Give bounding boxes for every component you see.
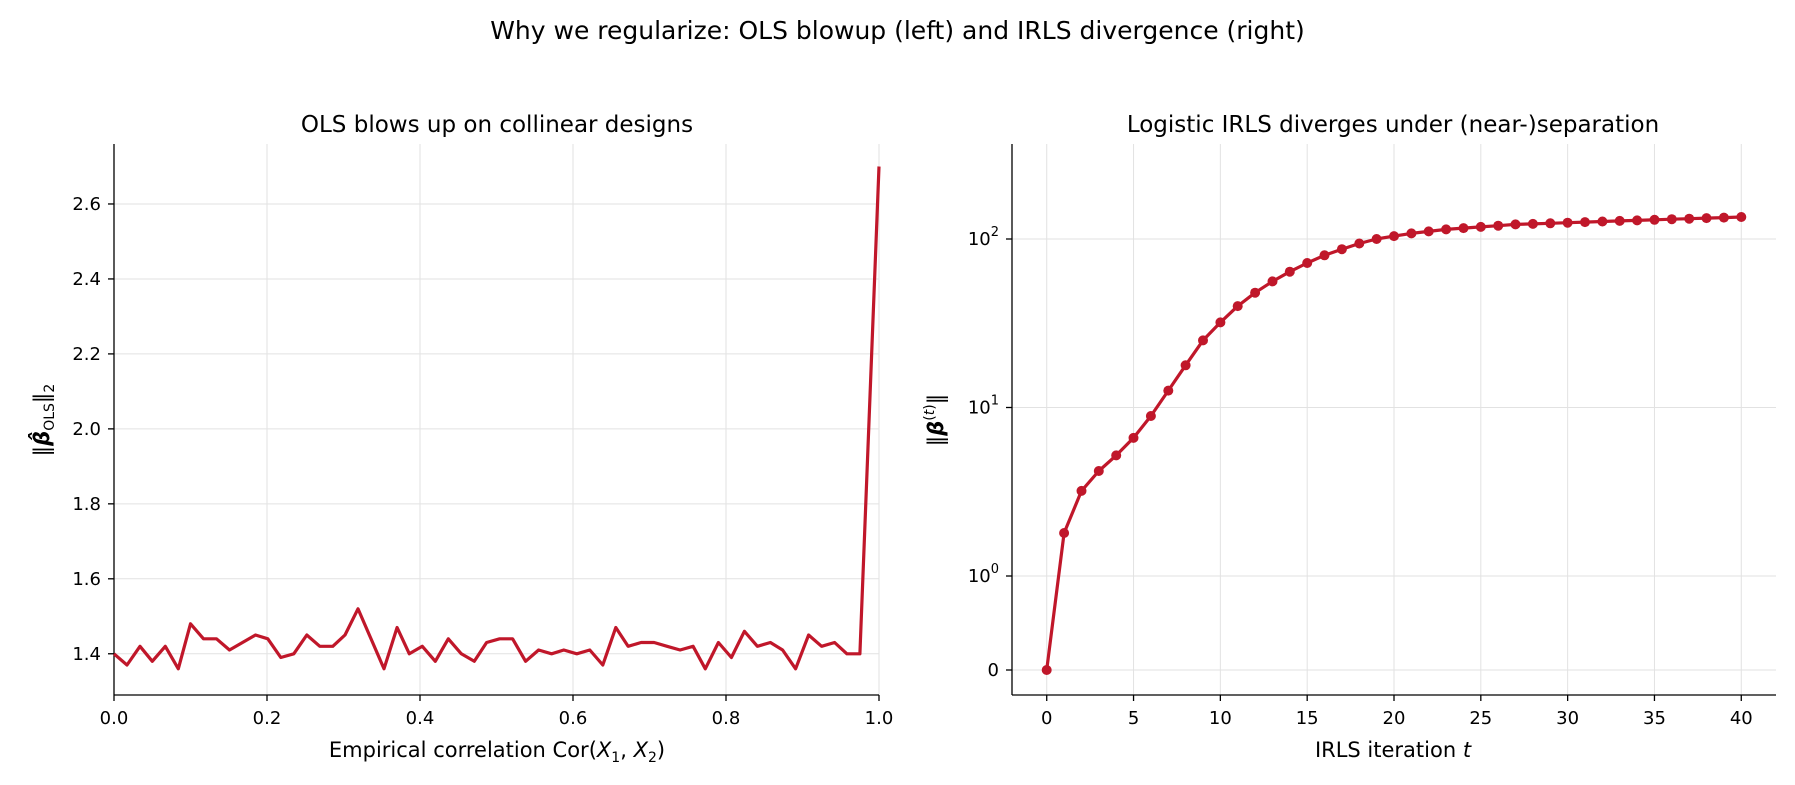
irls-y-tick-label: 100 <box>968 562 999 587</box>
irls-norm-point <box>1614 215 1625 226</box>
irls-norm-markers <box>1041 212 1747 675</box>
irls-gridlines <box>1012 144 1776 695</box>
irls-x-tick-label: 35 <box>1643 708 1666 729</box>
ols-y-tick-label: 2.2 <box>72 344 101 365</box>
irls-norm-point <box>1666 214 1677 225</box>
irls-norm-point <box>1284 266 1295 277</box>
ols-y-axis-label: ‖β̂OLS‖2 <box>28 384 58 457</box>
irls-norm-point <box>1232 301 1243 312</box>
irls-norm-point <box>1597 216 1608 227</box>
irls-x-axis-label: IRLS iteration t <box>1315 738 1472 762</box>
irls-norm-point <box>1718 212 1729 223</box>
ols-x-tick-label: 0.6 <box>559 708 588 729</box>
irls-x-tick-label: 20 <box>1383 708 1406 729</box>
irls-norm-point <box>1736 212 1747 222</box>
irls-norm-point <box>1632 215 1643 226</box>
irls-y-axis-label: ‖β(t)‖ <box>922 394 949 446</box>
irls-norm-point <box>1562 217 1573 228</box>
ols-x-tick-label: 1.0 <box>865 708 894 729</box>
ols-x-tick-label: 0.2 <box>253 708 282 729</box>
irls-x-tick-label: 10 <box>1209 708 1232 729</box>
irls-norm-point <box>1475 221 1486 232</box>
ols-gridlines <box>113 144 880 695</box>
ols-x-tick-label: 0.8 <box>712 708 741 729</box>
ols-y-tick-label: 1.8 <box>72 494 101 515</box>
irls-ticks: 0 5 10 15 20 25 30 35 40 0 100 101 102 <box>968 225 1753 729</box>
irls-y-tick-label: 101 <box>968 394 999 419</box>
irls-norm-point <box>1128 432 1139 443</box>
irls-norm-point <box>1406 228 1417 239</box>
irls-norm-point <box>1250 287 1261 298</box>
irls-x-tick-label: 30 <box>1556 708 1579 729</box>
irls-x-tick-label: 25 <box>1469 708 1492 729</box>
irls-norm-point <box>1076 485 1087 496</box>
ols-y-tick-label: 1.6 <box>72 569 101 590</box>
irls-norm-point <box>1336 244 1347 255</box>
ols-y-tick-label: 2.6 <box>72 194 101 215</box>
irls-norm-point <box>1111 450 1122 461</box>
ols-panel-title: OLS blows up on collinear designs <box>301 112 693 138</box>
irls-norm-point <box>1145 411 1156 421</box>
irls-norm-point <box>1267 276 1278 287</box>
irls-norm-point <box>1215 317 1226 328</box>
irls-norm-point <box>1527 218 1538 229</box>
irls-norm-point <box>1580 217 1590 228</box>
irls-norm-point <box>1093 466 1104 476</box>
irls-x-tick-label: 0 <box>1041 708 1052 729</box>
ols-norm-line <box>112 166 881 671</box>
ols-norm-panel: 0.0 0.2 0.4 0.6 0.8 1.01.41.61.82.02.22.42.6 … <box>28 112 893 766</box>
ols-y-tick-label: 2.4 <box>72 269 101 290</box>
irls-norm-point <box>1458 223 1469 234</box>
irls-norm-point <box>1354 238 1365 249</box>
irls-norm-point <box>1493 220 1504 231</box>
irls-norm-point <box>1180 360 1191 371</box>
irls-norm-point <box>1389 231 1399 242</box>
ols-ticks: 0.0 0.2 0.4 0.6 0.8 1.0 1.4 1.6 1.8 2.0 2.2 2.4 2.6 <box>72 194 893 729</box>
irls-norm-point <box>1649 214 1660 225</box>
irls-x-tick-label: 40 <box>1730 708 1753 729</box>
ols-x-axis-label: Empirical correlation Cor(X1, X2) <box>329 738 665 766</box>
irls-panel-title: Logistic IRLS diverges under (near-)sepa… <box>1127 112 1659 138</box>
irls-norm-point <box>1441 224 1452 235</box>
irls-x-tick-label: 15 <box>1296 708 1319 729</box>
irls-norm-point <box>1371 234 1382 244</box>
irls-norm-panel: 0 5 10 15 20 25 30 35 40 0 100 101 102 Logistic IRLS… <box>922 112 1776 762</box>
irls-norm-point <box>1423 226 1434 237</box>
irls-norm-point <box>1041 665 1052 675</box>
irls-norm-point <box>1545 218 1556 229</box>
irls-norm-point <box>1198 335 1208 346</box>
irls-norm-point <box>1684 213 1695 224</box>
irls-norm-point <box>1319 250 1330 261</box>
ols-y-tick-label: 2.0 <box>72 419 101 440</box>
irls-norm-point <box>1510 219 1521 230</box>
irls-y-tick-label: 0 <box>988 660 999 681</box>
ols-x-tick-label: 0.0 <box>100 708 129 729</box>
ols-y-tick-label: 1.4 <box>72 644 101 665</box>
ols-x-tick-label: 0.4 <box>406 708 435 729</box>
figure-title: Why we regularize: OLS blowup (left) and… <box>490 16 1305 45</box>
irls-y-tick-label: 102 <box>968 225 999 250</box>
irls-norm-point <box>1701 213 1712 224</box>
irls-x-tick-label: 5 <box>1128 708 1139 729</box>
irls-norm-point <box>1302 258 1313 268</box>
irls-norm-point <box>1163 385 1174 396</box>
irls-norm-point <box>1059 528 1070 538</box>
